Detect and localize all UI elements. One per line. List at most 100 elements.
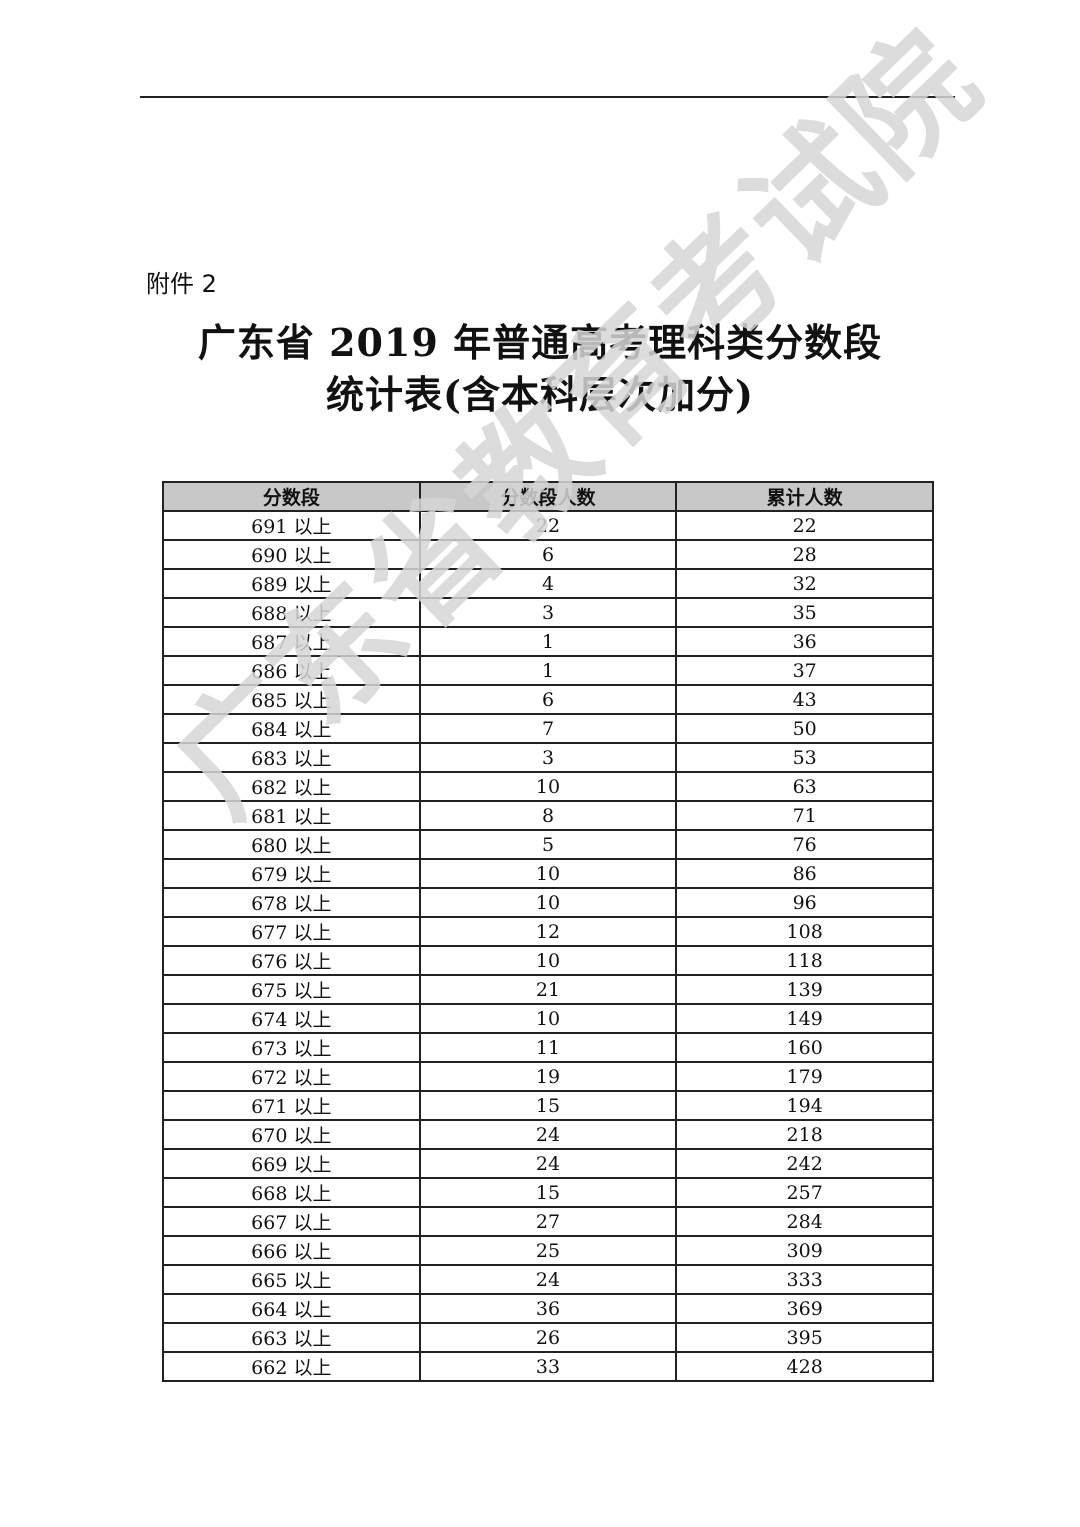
cell-cumulative: 395: [675, 1322, 934, 1353]
column-header-count: 分数段人数: [418, 481, 678, 512]
cell-cumulative: 257: [675, 1177, 934, 1208]
cell-cumulative: 22: [675, 510, 934, 541]
cell-score-range: 679 以上: [162, 858, 421, 889]
table-header-row: 分数段 分数段人数 累计人数: [162, 481, 934, 512]
cell-cumulative: 71: [675, 800, 934, 831]
table-row: 665 以上 24 333: [162, 1264, 934, 1295]
table-row: 669 以上 24 242: [162, 1148, 934, 1179]
cell-count: 26: [418, 1322, 678, 1353]
cell-count: 24: [418, 1119, 678, 1150]
cell-cumulative: 149: [675, 1003, 934, 1034]
table-row: 690 以上 6 28: [162, 539, 934, 570]
table-row: 680 以上 5 76: [162, 829, 934, 860]
cell-cumulative: 160: [675, 1032, 934, 1063]
cell-count: 24: [418, 1148, 678, 1179]
cell-score-range: 674 以上: [162, 1003, 421, 1034]
cell-score-range: 669 以上: [162, 1148, 421, 1179]
cell-count: 15: [418, 1177, 678, 1208]
cell-score-range: 667 以上: [162, 1206, 421, 1237]
table-row: 689 以上 4 32: [162, 568, 934, 599]
cell-cumulative: 108: [675, 916, 934, 947]
cell-count: 27: [418, 1206, 678, 1237]
table-row: 674 以上 10 149: [162, 1003, 934, 1034]
cell-cumulative: 32: [675, 568, 934, 599]
cell-cumulative: 139: [675, 974, 934, 1005]
table-row: 691 以上 22 22: [162, 510, 934, 541]
cell-count: 33: [418, 1351, 678, 1382]
cell-score-range: 663 以上: [162, 1322, 421, 1353]
cell-cumulative: 369: [675, 1293, 934, 1324]
table-row: 684 以上 7 50: [162, 713, 934, 744]
cell-score-range: 690 以上: [162, 539, 421, 570]
document-title-line1: 广东省 2019 年普通高考理科类分数段: [197, 320, 883, 365]
table-row: 688 以上 3 35: [162, 597, 934, 628]
table-row: 664 以上 36 369: [162, 1293, 934, 1324]
cell-score-range: 680 以上: [162, 829, 421, 860]
cell-cumulative: 242: [675, 1148, 934, 1179]
table-row: 686 以上 1 37: [162, 655, 934, 686]
cell-cumulative: 63: [675, 771, 934, 802]
cell-count: 10: [418, 858, 678, 889]
cell-score-range: 675 以上: [162, 974, 421, 1005]
table-row: 677 以上 12 108: [162, 916, 934, 947]
cell-cumulative: 76: [675, 829, 934, 860]
table-row: 662 以上 33 428: [162, 1351, 934, 1382]
table-row: 683 以上 3 53: [162, 742, 934, 773]
cell-count: 12: [418, 916, 678, 947]
cell-cumulative: 333: [675, 1264, 934, 1295]
table-row: 671 以上 15 194: [162, 1090, 934, 1121]
cell-count: 10: [418, 887, 678, 918]
table-row: 685 以上 6 43: [162, 684, 934, 715]
cell-cumulative: 43: [675, 684, 934, 715]
cell-cumulative: 218: [675, 1119, 934, 1150]
cell-score-range: 672 以上: [162, 1061, 421, 1092]
cell-score-range: 686 以上: [162, 655, 421, 686]
cell-score-range: 670 以上: [162, 1119, 421, 1150]
cell-cumulative: 428: [675, 1351, 934, 1382]
cell-count: 1: [418, 655, 678, 686]
cell-count: 5: [418, 829, 678, 860]
table-row: 682 以上 10 63: [162, 771, 934, 802]
cell-score-range: 681 以上: [162, 800, 421, 831]
cell-score-range: 688 以上: [162, 597, 421, 628]
cell-score-range: 677 以上: [162, 916, 421, 947]
cell-score-range: 668 以上: [162, 1177, 421, 1208]
cell-count: 11: [418, 1032, 678, 1063]
cell-count: 3: [418, 597, 678, 628]
cell-count: 1: [418, 626, 678, 657]
table-row: 679 以上 10 86: [162, 858, 934, 889]
cell-count: 19: [418, 1061, 678, 1092]
cell-score-range: 691 以上: [162, 510, 421, 541]
cell-count: 15: [418, 1090, 678, 1121]
cell-count: 6: [418, 684, 678, 715]
cell-cumulative: 50: [675, 713, 934, 744]
column-header-cumulative: 累计人数: [675, 481, 934, 512]
table-row: 668 以上 15 257: [162, 1177, 934, 1208]
table-row: 666 以上 25 309: [162, 1235, 934, 1266]
cell-cumulative: 86: [675, 858, 934, 889]
cell-count: 10: [418, 1003, 678, 1034]
cell-cumulative: 36: [675, 626, 934, 657]
table-row: 675 以上 21 139: [162, 974, 934, 1005]
table-row: 663 以上 26 395: [162, 1322, 934, 1353]
cell-cumulative: 309: [675, 1235, 934, 1266]
table-row: 678 以上 10 96: [162, 887, 934, 918]
table-row: 672 以上 19 179: [162, 1061, 934, 1092]
cell-score-range: 689 以上: [162, 568, 421, 599]
cell-count: 3: [418, 742, 678, 773]
cell-score-range: 684 以上: [162, 713, 421, 744]
cell-count: 24: [418, 1264, 678, 1295]
cell-score-range: 664 以上: [162, 1293, 421, 1324]
cell-score-range: 678 以上: [162, 887, 421, 918]
cell-count: 21: [418, 974, 678, 1005]
table-row: 681 以上 8 71: [162, 800, 934, 831]
cell-cumulative: 53: [675, 742, 934, 773]
cell-score-range: 687 以上: [162, 626, 421, 657]
cell-cumulative: 179: [675, 1061, 934, 1092]
table-row: 687 以上 1 36: [162, 626, 934, 657]
cell-cumulative: 35: [675, 597, 934, 628]
cell-cumulative: 37: [675, 655, 934, 686]
attachment-label: 附件 2: [146, 270, 217, 298]
cell-count: 36: [418, 1293, 678, 1324]
table-row: 676 以上 10 118: [162, 945, 934, 976]
